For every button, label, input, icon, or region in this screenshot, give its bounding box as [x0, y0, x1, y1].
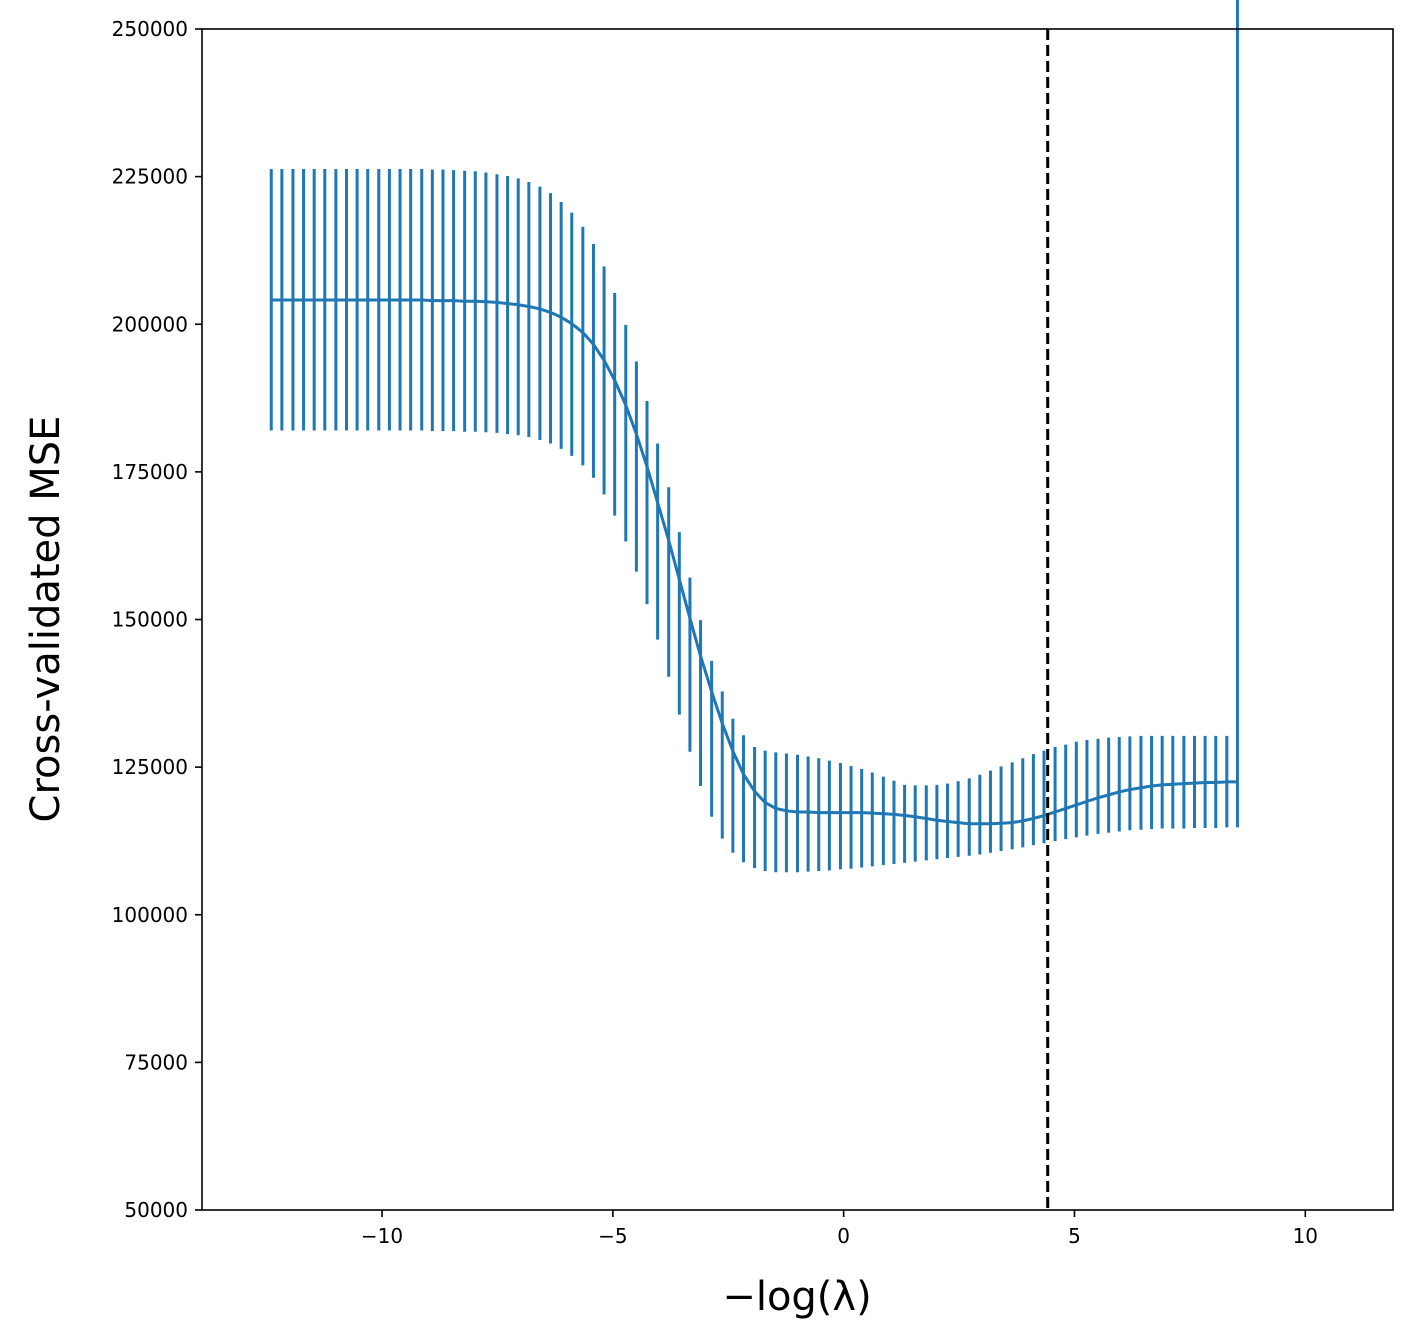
- x-tick-label: 0: [837, 1224, 850, 1248]
- x-tick-label: 5: [1068, 1224, 1081, 1248]
- y-tick-label: 75000: [124, 1050, 188, 1074]
- y-tick-label: 200000: [112, 312, 188, 336]
- plot-frame: [201, 28, 1394, 1211]
- y-tick-label: 50000: [124, 1198, 188, 1222]
- mse-series-line: [271, 298, 1238, 826]
- y-tick-label: 250000: [112, 17, 188, 41]
- x-axis-label: −log(λ): [722, 1274, 871, 1320]
- y-tick-label: 150000: [112, 608, 188, 632]
- y-axis: 50000 75000 100000 125000 150000 175000 200000…: [112, 17, 202, 1222]
- errorbar-group: [269, 0, 1239, 873]
- y-axis-label: Cross-validated MSE: [23, 416, 69, 823]
- x-axis: −10 −5 0 5 10: [361, 1210, 1318, 1248]
- x-tick-label: 10: [1293, 1224, 1318, 1248]
- y-tick-label: 175000: [112, 460, 188, 484]
- x-tick-label: −10: [361, 1224, 403, 1248]
- x-tick-label: −5: [598, 1224, 627, 1248]
- y-tick-label: 100000: [112, 903, 188, 927]
- y-tick-label: 225000: [112, 165, 188, 189]
- y-tick-label: 125000: [112, 755, 188, 779]
